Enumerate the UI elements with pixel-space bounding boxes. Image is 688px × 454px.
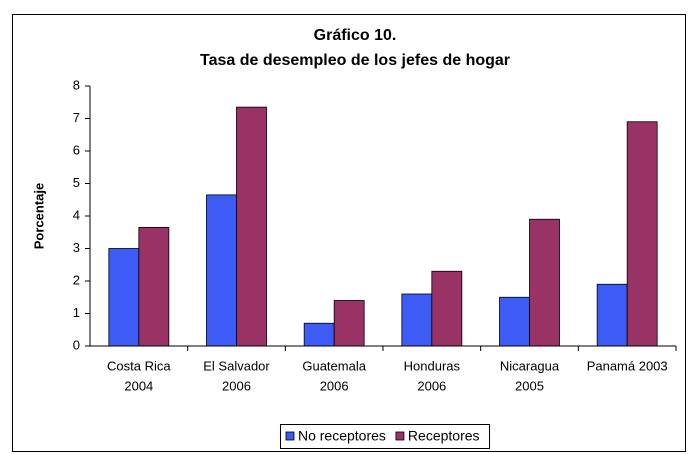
x-tick-label: Honduras — [404, 358, 461, 373]
x-tick-label: 2006 — [222, 378, 251, 393]
bar — [499, 296, 530, 347]
y-tick-label: 8 — [73, 77, 80, 92]
y-tick-label: 6 — [73, 142, 80, 157]
y-tick-label: 7 — [73, 110, 80, 125]
legend-label: No receptores — [298, 428, 386, 444]
x-tick-label: 2006 — [417, 378, 446, 393]
y-tick-label: 2 — [73, 272, 80, 287]
x-tick-label: 2006 — [320, 378, 349, 393]
x-tick-label: 2004 — [124, 378, 153, 393]
bar — [108, 248, 140, 347]
chart-subtitle: Tasa de desempleo de los jefes de hogar — [200, 52, 510, 69]
x-tick-label: 2005 — [515, 378, 544, 393]
bar — [138, 226, 170, 347]
x-tick-label: Panamá 2003 — [587, 358, 668, 373]
chart-border — [12, 14, 686, 452]
chart-title: Gráfico 10. — [314, 27, 397, 44]
y-tick-label: 5 — [73, 175, 80, 190]
x-tick-label: Guatemala — [302, 358, 366, 373]
bar — [626, 121, 658, 347]
legend-label: Receptores — [408, 428, 480, 444]
y-tick-label: 3 — [73, 240, 80, 255]
y-axis-label: Porcentaje — [31, 183, 46, 249]
legend-swatch — [285, 431, 295, 441]
x-tick-label: Costa Rica — [107, 358, 171, 373]
bar — [333, 300, 365, 347]
bar — [431, 270, 463, 347]
y-tick-label: 4 — [73, 207, 80, 222]
bar — [236, 106, 267, 347]
y-tick-label: 1 — [73, 305, 80, 320]
legend-box — [279, 424, 491, 449]
bar — [401, 293, 433, 347]
bar — [596, 283, 628, 347]
legend-swatch — [395, 431, 405, 441]
bar — [529, 218, 560, 347]
x-tick-label: Nicaragua — [500, 358, 560, 373]
bar — [206, 194, 237, 347]
y-tick-label: 0 — [73, 337, 80, 352]
x-tick-label: El Salvador — [203, 358, 270, 373]
bar — [303, 322, 335, 347]
